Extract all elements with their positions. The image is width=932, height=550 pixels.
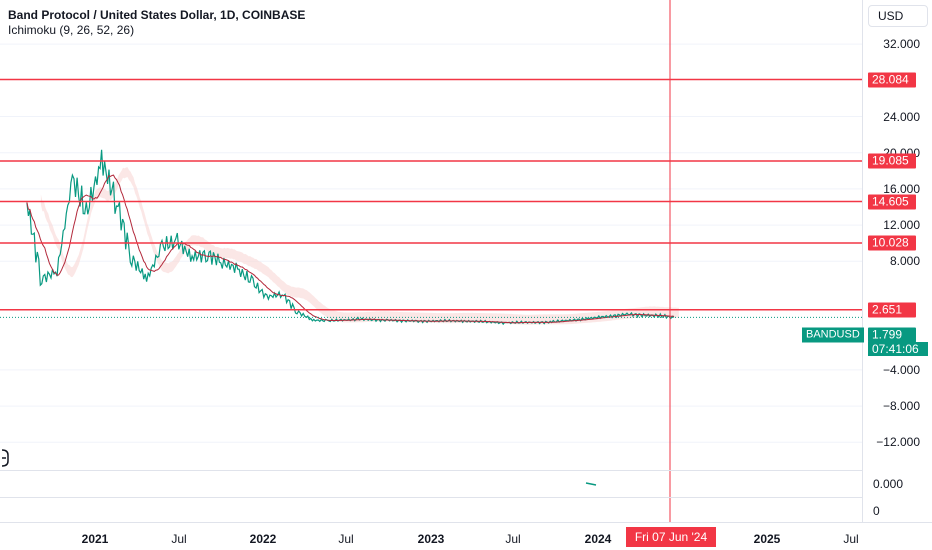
currency-button[interactable]: USD <box>868 5 928 27</box>
price-tick: 24.000 <box>883 109 920 124</box>
time-tick: Jul <box>338 532 354 546</box>
price-scale[interactable] <box>862 0 932 522</box>
level-price-label: 10.028 <box>868 235 916 251</box>
last-price-label: 1.799 <box>868 327 916 343</box>
price-tick: 8.000 <box>889 254 920 269</box>
pane-divider[interactable] <box>0 470 862 471</box>
indicator-tick: 0.000 <box>873 477 904 491</box>
time-scale[interactable]: 2021 Jul 2022 Jul 2023 Jul 2024 Fri 07 J… <box>0 522 932 550</box>
pane-divider[interactable] <box>0 497 862 498</box>
chart-pane[interactable]: Band Protocol / United States Dollar, 1D… <box>0 0 862 522</box>
time-tick: Jul <box>505 532 521 546</box>
time-tick: Jul <box>171 532 187 546</box>
crosshair-date-label: Fri 07 Jun '24 <box>626 527 716 547</box>
bar-countdown: 07:41:06 <box>868 342 928 356</box>
time-tick: 2021 <box>81 532 109 546</box>
symbol-tag: BANDUSD <box>802 327 864 343</box>
time-tick: Jul <box>843 532 859 546</box>
ichimoku-cloud <box>40 167 679 325</box>
drag-handle-icon[interactable] <box>0 448 10 468</box>
small-indicator-mark <box>585 482 597 486</box>
price-tick: −12.000 <box>876 435 920 450</box>
price-tick: 12.000 <box>883 218 920 233</box>
time-tick: 2024 <box>584 532 612 546</box>
level-price-label: 19.085 <box>868 153 916 169</box>
chart-title: Band Protocol / United States Dollar, 1D… <box>8 8 306 22</box>
price-tick: 16.000 <box>883 181 920 196</box>
level-price-label: 2.651 <box>868 302 916 318</box>
price-tick: −8.000 <box>882 399 920 414</box>
time-tick: 2025 <box>753 532 781 546</box>
time-tick: 2022 <box>249 532 277 546</box>
indicator-tick: 0 <box>873 504 880 518</box>
level-price-label: 28.084 <box>868 72 916 88</box>
indicator-legend[interactable]: Ichimoku (9, 26, 52, 26) <box>8 23 135 37</box>
level-price-label: 14.605 <box>868 194 916 210</box>
ichimoku-base-line <box>26 174 674 324</box>
price-tick: −4.000 <box>882 362 920 377</box>
price-tick: 32.000 <box>883 37 920 52</box>
price-chart[interactable] <box>0 0 862 522</box>
time-tick: 2023 <box>417 532 445 546</box>
